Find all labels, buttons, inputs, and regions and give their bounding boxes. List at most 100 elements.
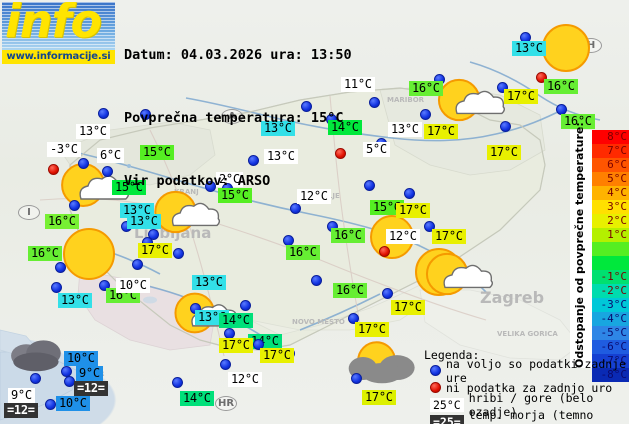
city-name: KRANJ (174, 188, 199, 196)
station-dot-has-data[interactable] (253, 339, 264, 350)
station-temperature-label: 17°C (504, 89, 538, 104)
sun-cloud-icon (424, 250, 494, 298)
station-dot-has-data[interactable] (364, 180, 375, 191)
station-dot-has-data[interactable] (30, 373, 41, 384)
station-dot-has-data[interactable] (424, 221, 435, 232)
station-temperature-label: 9°C (76, 366, 103, 381)
header-info: Datum: 04.03.2026 ura: 13:50 Povprečna t… (124, 3, 352, 234)
station-temperature-label: 17°C (391, 300, 425, 315)
station-temperature-label: 16°C (28, 246, 62, 261)
station-dot-has-data[interactable] (420, 109, 431, 120)
station-dot-has-data[interactable] (98, 108, 109, 119)
station-temperature-label: 16°C (331, 228, 365, 243)
station-dot-no-data[interactable] (335, 148, 346, 159)
station-dot-has-data[interactable] (301, 101, 312, 112)
station-dot-has-data[interactable] (148, 229, 159, 240)
scale-step: 8°C (592, 130, 629, 144)
legend-row-text: na voljo so podatki zadnje ure (446, 356, 627, 385)
city-name: Zagreb (480, 288, 545, 307)
header-date-line: Datum: 04.03.2026 ura: 13:50 (124, 47, 352, 63)
station-dot-has-data[interactable] (382, 288, 393, 299)
station-temperature-label: 17°C (396, 203, 430, 218)
station-temperature-label: 6°C (97, 148, 124, 163)
scale-step: -4°C (592, 312, 629, 326)
station-dot-has-data[interactable] (78, 158, 89, 169)
country-tag-hr: HR (215, 396, 237, 411)
sun-icon (542, 24, 590, 72)
station-temperature-label: 15°C (140, 145, 174, 160)
station-temperature-label: 14°C (180, 391, 214, 406)
station-temperature-label: 13°C (192, 275, 226, 290)
station-dot-has-data[interactable] (205, 181, 216, 192)
station-dot-has-data[interactable] (173, 248, 184, 259)
station-dot-has-data[interactable] (220, 359, 231, 370)
station-temperature-label: 14°C (328, 120, 362, 135)
station-temperature-label: 13°C (264, 149, 298, 164)
station-temperature-label: 13°C (388, 122, 422, 137)
station-temperature-label: 5°C (363, 142, 390, 157)
station-temperature-label: 2°C (216, 172, 243, 187)
station-dot-has-data[interactable] (248, 155, 259, 166)
station-temperature-label: 13°C (512, 41, 546, 56)
scale-step: -2°C (592, 284, 629, 298)
scale-step: -5°C (592, 326, 629, 340)
scale-step: -3°C (592, 298, 629, 312)
station-dot-no-data[interactable] (379, 246, 390, 257)
station-dot-has-data[interactable] (45, 399, 56, 410)
station-temperature-label: 16°C (286, 245, 320, 260)
station-dot-no-data[interactable] (536, 72, 547, 83)
station-dot-has-data[interactable] (102, 166, 113, 177)
station-temperature-label: 13°C (76, 124, 110, 139)
station-dot-has-data[interactable] (99, 280, 110, 291)
station-dot-has-data[interactable] (348, 313, 359, 324)
station-dot-has-data[interactable] (369, 97, 380, 108)
station-temperature-label: 17°C (355, 322, 389, 337)
station-temperature-label: 13°C (58, 293, 92, 308)
station-temperature-label: 14°C (219, 313, 253, 328)
station-temperature-label: 13°C (127, 214, 161, 229)
scale-step: -6°C (592, 340, 629, 354)
station-dot-has-data[interactable] (497, 82, 508, 93)
station-temperature-label: 11°C (341, 77, 375, 92)
station-dot-has-data[interactable] (55, 262, 66, 273)
station-temperature-label: 10°C (64, 351, 98, 366)
sun-gray-cloud-icon (348, 340, 416, 386)
station-dot-has-data[interactable] (172, 377, 183, 388)
station-dot-has-data[interactable] (51, 282, 62, 293)
station-dot-has-data[interactable] (290, 203, 301, 214)
station-dot-no-data[interactable] (48, 164, 59, 175)
station-temperature-label: 10°C (116, 278, 150, 293)
scale-step (592, 242, 629, 256)
station-temperature-label: 17°C (487, 145, 521, 160)
legend-row-text: temp. morja (temno ozadje) (468, 407, 594, 424)
station-dot-has-data[interactable] (132, 259, 143, 270)
station-temperature-label: 16°C (409, 81, 443, 96)
scale-step: 6°C (592, 158, 629, 172)
gray-cloud-icon (10, 336, 64, 372)
station-dot-has-data[interactable] (69, 200, 80, 211)
station-dot-has-data[interactable] (311, 275, 322, 286)
site-logo[interactable]: info www.informacije.si (2, 2, 115, 64)
sea-temperature-label: =12= (4, 403, 38, 418)
station-temperature-label: 17°C (424, 124, 458, 139)
station-temperature-label: 15°C (370, 200, 404, 215)
station-dot-has-data[interactable] (404, 188, 415, 199)
sea-temperature-label: =12= (74, 381, 108, 396)
station-dot-has-data[interactable] (240, 300, 251, 311)
station-temperature-label: 17°C (362, 390, 396, 405)
station-dot-has-data[interactable] (351, 373, 362, 384)
legend-mountain-chip: 25°C (430, 397, 464, 412)
station-dot-has-data[interactable] (140, 109, 151, 120)
station-temperature-label: 12°C (228, 372, 262, 387)
scale-step: 7°C (592, 144, 629, 158)
logo-url: www.informacije.si (2, 50, 115, 64)
scale-title: Odstopanje od povprečne temperature: (573, 122, 586, 368)
station-temperature-label: 16°C (45, 214, 79, 229)
station-temperature-label: 16°C (333, 283, 367, 298)
station-temperature-label: 13°C (261, 121, 295, 136)
station-dot-has-data[interactable] (500, 121, 511, 132)
station-temperature-label: 17°C (260, 348, 294, 363)
scale-step: -1°C (592, 270, 629, 284)
legend-sea-chip: =25= (430, 414, 464, 424)
station-temperature-label: 16°C (544, 79, 578, 94)
